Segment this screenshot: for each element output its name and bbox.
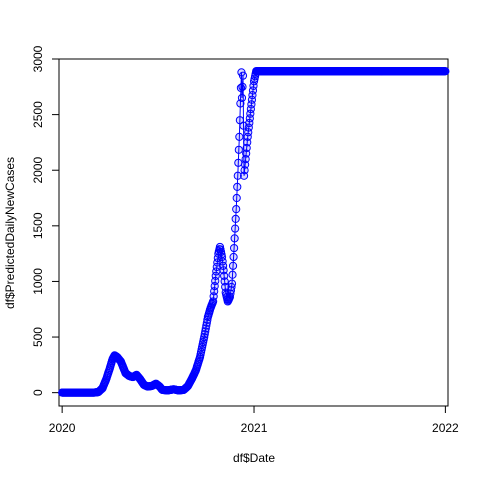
x-tick-label: 2021 [241, 421, 268, 435]
y-axis: 0 500 1000 1500 2000 2500 3000 [31, 45, 60, 396]
y-tick-label: 0 [31, 389, 45, 396]
data-point [233, 182, 242, 191]
y-tick-label: 500 [31, 327, 45, 347]
series-line [58, 67, 450, 397]
data-point [441, 67, 450, 76]
y-tick-label: 1000 [31, 268, 45, 295]
x-tick-label: 2020 [49, 421, 76, 435]
x-axis: 2020 2021 2022 [49, 405, 459, 435]
data-point [230, 243, 239, 253]
data-point [235, 116, 244, 125]
y-tick-label: 1500 [31, 212, 45, 239]
data-point [231, 214, 240, 223]
y-axis-title: df$PredictedDailyNewCases [3, 157, 17, 309]
data-point [231, 224, 240, 233]
data-point [228, 261, 238, 270]
data-point [237, 93, 247, 103]
data-point [232, 193, 241, 203]
data-point [234, 145, 243, 154]
y-tick-label: 2000 [31, 157, 45, 184]
y-tick-label: 2500 [31, 101, 45, 128]
x-tick-label: 2022 [432, 421, 459, 435]
data-point [227, 279, 237, 288]
data-point [230, 234, 239, 243]
data-point [229, 252, 238, 262]
data-point [234, 158, 243, 167]
data-point [233, 171, 242, 180]
y-tick-label: 3000 [31, 45, 45, 72]
data-point [232, 205, 241, 214]
data-point [238, 71, 248, 80]
data-point [238, 82, 247, 91]
data-point [235, 132, 244, 141]
x-axis-title: df$Date [233, 451, 275, 465]
data-point [228, 270, 237, 279]
